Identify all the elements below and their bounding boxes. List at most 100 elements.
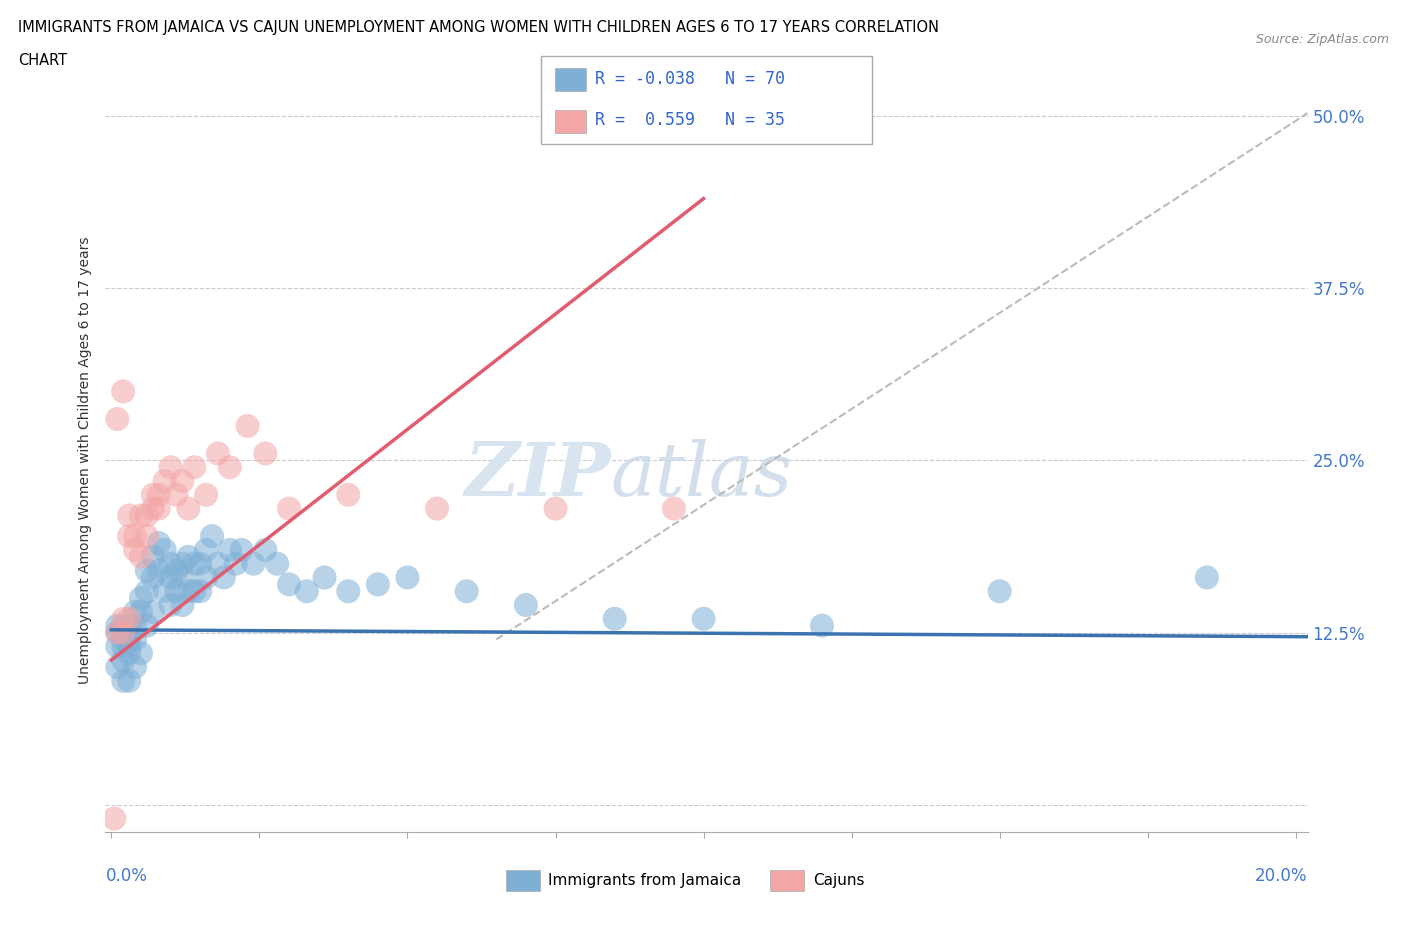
Point <box>172 556 194 571</box>
Point <box>396 570 419 585</box>
Point <box>367 577 389 591</box>
Text: IMMIGRANTS FROM JAMAICA VS CAJUN UNEMPLOYMENT AMONG WOMEN WITH CHILDREN AGES 6 T: IMMIGRANTS FROM JAMAICA VS CAJUN UNEMPLO… <box>18 20 939 35</box>
Point <box>118 611 141 626</box>
Point <box>112 384 135 399</box>
Text: 20.0%: 20.0% <box>1256 867 1308 884</box>
Point <box>183 556 205 571</box>
Point <box>142 501 165 516</box>
Point <box>153 584 176 599</box>
Text: Cajuns: Cajuns <box>813 873 865 888</box>
Point <box>153 473 176 488</box>
Point <box>201 528 224 543</box>
Point <box>105 618 128 633</box>
Point <box>148 536 170 551</box>
Point <box>159 570 181 585</box>
Point <box>218 542 240 557</box>
Point <box>124 604 146 619</box>
Point <box>177 501 200 516</box>
Text: R = -0.038   N = 70: R = -0.038 N = 70 <box>595 70 785 88</box>
Point <box>218 459 240 474</box>
Point <box>148 501 170 516</box>
Text: Immigrants from Jamaica: Immigrants from Jamaica <box>548 873 741 888</box>
Point <box>212 570 235 585</box>
Point <box>172 570 194 585</box>
Point <box>188 584 211 599</box>
Point <box>177 550 200 565</box>
Point <box>148 487 170 502</box>
Point <box>118 625 141 640</box>
Point <box>118 618 141 633</box>
Point <box>142 550 165 565</box>
Point <box>278 577 301 591</box>
Point <box>112 632 135 647</box>
Point <box>105 625 128 640</box>
Point <box>135 618 157 633</box>
Point <box>135 508 157 523</box>
Text: ZIP: ZIP <box>464 439 610 512</box>
Point <box>207 556 229 571</box>
Point <box>105 639 128 654</box>
Point <box>124 618 146 633</box>
Point <box>236 418 259 433</box>
Point <box>159 598 181 613</box>
Point <box>103 811 125 826</box>
Point <box>278 501 301 516</box>
Point <box>118 528 141 543</box>
Point <box>112 673 135 688</box>
Point <box>188 556 211 571</box>
Point <box>142 487 165 502</box>
Point <box>337 584 360 599</box>
Point <box>129 508 152 523</box>
Point <box>1195 570 1218 585</box>
Point <box>183 459 205 474</box>
Point <box>225 556 247 571</box>
Point <box>118 639 141 654</box>
Text: Source: ZipAtlas.com: Source: ZipAtlas.com <box>1256 33 1389 46</box>
Point <box>195 570 218 585</box>
Point <box>166 584 188 599</box>
Point <box>603 611 626 626</box>
Text: atlas: atlas <box>610 439 793 512</box>
Point <box>112 653 135 668</box>
Point <box>254 446 277 461</box>
Point <box>135 584 157 599</box>
Text: R =  0.559   N = 35: R = 0.559 N = 35 <box>595 111 785 129</box>
Point <box>426 501 449 516</box>
Point <box>105 412 128 427</box>
Point <box>118 673 141 688</box>
Point <box>129 550 152 565</box>
Point <box>231 542 253 557</box>
Point <box>129 604 152 619</box>
Point <box>207 446 229 461</box>
Point <box>135 528 157 543</box>
Point <box>295 584 318 599</box>
Point <box>159 459 181 474</box>
Point <box>118 632 141 647</box>
Point <box>105 659 128 674</box>
Point <box>662 501 685 516</box>
Point <box>166 564 188 578</box>
Point <box>692 611 714 626</box>
Point <box>142 604 165 619</box>
Text: CHART: CHART <box>18 53 67 68</box>
Point <box>172 473 194 488</box>
Point <box>337 487 360 502</box>
Point <box>314 570 336 585</box>
Point <box>153 542 176 557</box>
Point <box>183 584 205 599</box>
Point <box>124 632 146 647</box>
Point <box>988 584 1011 599</box>
Point <box>172 598 194 613</box>
Point <box>124 659 146 674</box>
Point <box>112 625 135 640</box>
Point <box>112 618 135 633</box>
Point <box>118 508 141 523</box>
Point <box>195 487 218 502</box>
Point <box>177 584 200 599</box>
Y-axis label: Unemployment Among Women with Children Ages 6 to 17 years: Unemployment Among Women with Children A… <box>79 236 93 684</box>
Point <box>515 598 537 613</box>
Point <box>254 542 277 557</box>
Point <box>105 625 128 640</box>
Point <box>129 645 152 660</box>
Point <box>195 542 218 557</box>
